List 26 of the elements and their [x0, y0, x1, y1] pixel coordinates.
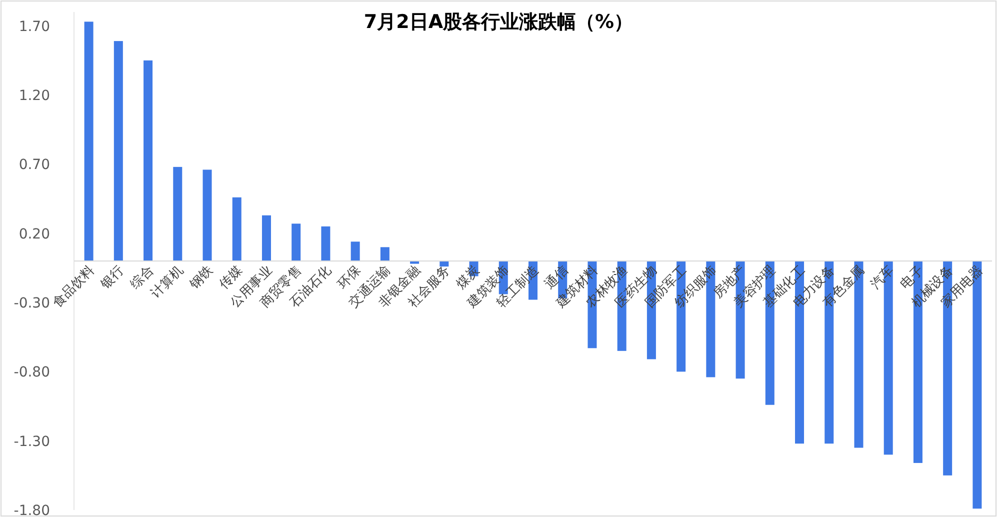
- bar: [173, 166, 182, 261]
- bar: [144, 60, 153, 261]
- y-tick-label: 1.20: [18, 88, 50, 104]
- bar: [84, 22, 94, 261]
- y-tick-label: -1.80: [14, 503, 50, 517]
- bar: [380, 247, 390, 261]
- y-tick-label: -1.30: [14, 434, 50, 450]
- bar: [410, 261, 420, 264]
- y-tick-label: 0.20: [18, 226, 50, 242]
- y-tick-label: -0.30: [14, 296, 50, 312]
- x-tick-label: 食品饮料: [50, 263, 98, 311]
- x-tick-label: 汽车: [868, 263, 898, 292]
- x-tick-label: 钢铁: [186, 263, 216, 293]
- bar: [232, 197, 242, 261]
- bar: [202, 170, 212, 261]
- x-tick-label: 银行: [98, 263, 128, 293]
- y-tick-label: -0.80: [14, 364, 50, 381]
- bar: [262, 215, 271, 261]
- bar: [321, 226, 330, 261]
- chart-title: 7月2日A股各行业涨跌幅（%）: [364, 11, 634, 33]
- bar: [114, 41, 123, 261]
- y-tick-label: 1.70: [18, 18, 50, 35]
- bar: [440, 261, 449, 267]
- bar: [292, 224, 301, 261]
- bar: [350, 242, 360, 261]
- y-tick-label: 0.70: [18, 157, 50, 174]
